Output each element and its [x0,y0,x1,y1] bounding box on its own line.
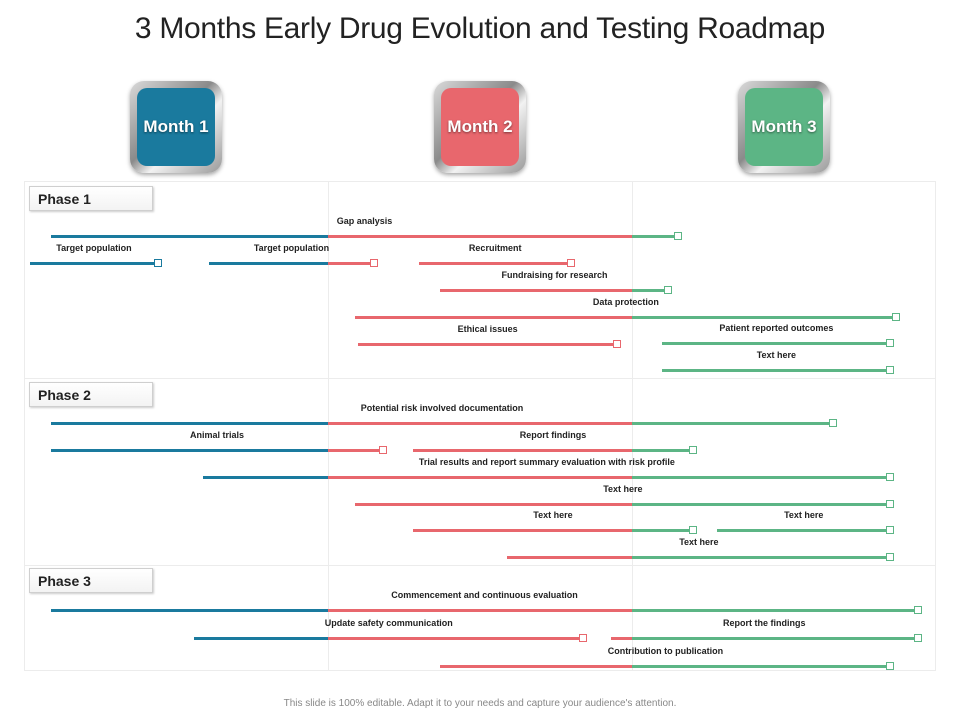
task-end-marker[interactable] [892,313,901,321]
task-bar-segment [51,609,328,612]
task-end-marker[interactable] [886,500,895,508]
task-label: Data protection [592,297,659,307]
page-title: 3 Months Early Drug Evolution and Testin… [134,12,826,45]
phase-1-label: Phase 1 [29,186,153,211]
phase-divider [24,378,936,379]
task-label: Patient reported outcomes [719,323,834,333]
task-bar-segment [30,262,158,265]
task-end-marker[interactable] [913,634,922,642]
task-bar-segment [328,609,632,612]
task-bar-segment [328,262,374,265]
month-1-badge: Month 1 [130,81,222,173]
task-bar-segment [632,637,918,640]
task-bar-segment [662,342,891,345]
task-bar-segment [632,665,891,668]
task-label: Target population [253,243,330,253]
task-end-marker[interactable] [828,419,837,427]
task-bar-segment [355,316,632,319]
footer-note: This slide is 100% editable. Adapt it to… [283,698,677,709]
task-label: Gap analysis [336,216,393,226]
task-bar-segment [51,422,328,425]
task-label: Report findings [519,430,587,440]
task-label: Report the findings [722,618,806,628]
task-bar-segment [440,289,632,292]
task-bar-segment [440,665,632,668]
task-end-marker[interactable] [688,446,697,454]
task-bar-segment [632,503,891,506]
task-end-marker[interactable] [664,286,673,294]
task-label: Commencement and continuous evaluation [391,590,578,600]
phase-3-label: Phase 3 [29,568,153,593]
task-bar-segment [355,503,632,506]
task-bar-segment [632,449,693,452]
task-bar-segment [194,637,328,640]
task-label: Text here [784,510,824,520]
month-3-label: Month 3 [745,88,823,166]
task-bar-segment [717,529,891,532]
task-end-marker[interactable] [886,473,895,481]
task-label: Animal trials [190,430,245,440]
task-end-marker[interactable] [673,232,682,240]
task-label: Text here [603,484,643,494]
task-bar-segment [632,609,918,612]
task-bar-segment [358,343,617,346]
phase-2-label: Phase 2 [29,382,153,407]
task-label: Update safety communication [324,618,453,628]
task-end-marker[interactable] [153,259,162,267]
month-divider [328,181,329,671]
month-3-badge: Month 3 [738,81,830,173]
task-end-marker[interactable] [567,259,576,267]
task-bar-segment [632,316,897,319]
task-bar-segment [632,529,693,532]
task-bar-segment [328,476,632,479]
task-label: Trial results and report summary evaluat… [418,457,675,467]
task-bar-segment [51,235,328,238]
month-divider [632,181,633,671]
task-bar-segment [51,449,328,452]
task-end-marker[interactable] [369,259,378,267]
task-end-marker[interactable] [688,526,697,534]
task-label: Target population [56,243,132,253]
roadmap-grid [24,181,936,671]
task-bar-segment [632,289,669,292]
task-bar-segment [507,556,632,559]
task-end-marker[interactable] [913,606,922,614]
task-label: Fundraising for research [501,270,608,280]
task-bar-segment [632,476,891,479]
task-bar-segment [328,235,632,238]
task-label: Contribution to publication [607,646,724,656]
phase-divider [24,565,936,566]
task-end-marker[interactable] [886,339,895,347]
task-bar-segment [203,476,328,479]
task-bar-segment [632,422,833,425]
month-1-label: Month 1 [137,88,215,166]
task-bar-segment [328,449,383,452]
task-label: Text here [533,510,573,520]
task-bar-segment [610,637,632,640]
task-end-marker[interactable] [886,553,895,561]
task-bar-segment [662,369,891,372]
task-end-marker[interactable] [378,446,387,454]
task-bar-segment [413,449,632,452]
task-bar-segment [632,235,678,238]
task-end-marker[interactable] [612,340,621,348]
task-end-marker[interactable] [886,366,895,374]
month-2-badge: Month 2 [434,81,526,173]
task-bar-segment [419,262,572,265]
task-end-marker[interactable] [886,526,895,534]
task-bar-segment [209,262,328,265]
task-label: Text here [756,350,797,360]
task-end-marker[interactable] [579,634,588,642]
task-label: Potential risk involved documentation [360,403,524,413]
task-label: Recruitment [468,243,522,253]
task-bar-segment [413,529,632,532]
month-2-label: Month 2 [441,88,519,166]
task-label: Ethical issues [457,324,518,334]
task-bar-segment [328,422,632,425]
task-end-marker[interactable] [886,662,895,670]
task-label: Text here [679,537,719,547]
task-bar-segment [632,556,891,559]
task-bar-segment [328,637,584,640]
